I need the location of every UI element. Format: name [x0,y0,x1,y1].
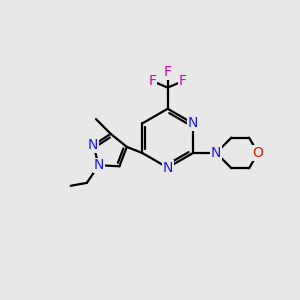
Text: F: F [164,65,172,79]
Text: O: O [253,146,263,160]
Text: N: N [163,161,173,175]
Text: N: N [88,138,98,152]
Text: N: N [211,146,221,160]
Text: N: N [188,116,198,130]
Text: F: F [148,74,156,88]
Text: F: F [179,74,187,88]
Text: N: N [94,158,104,172]
